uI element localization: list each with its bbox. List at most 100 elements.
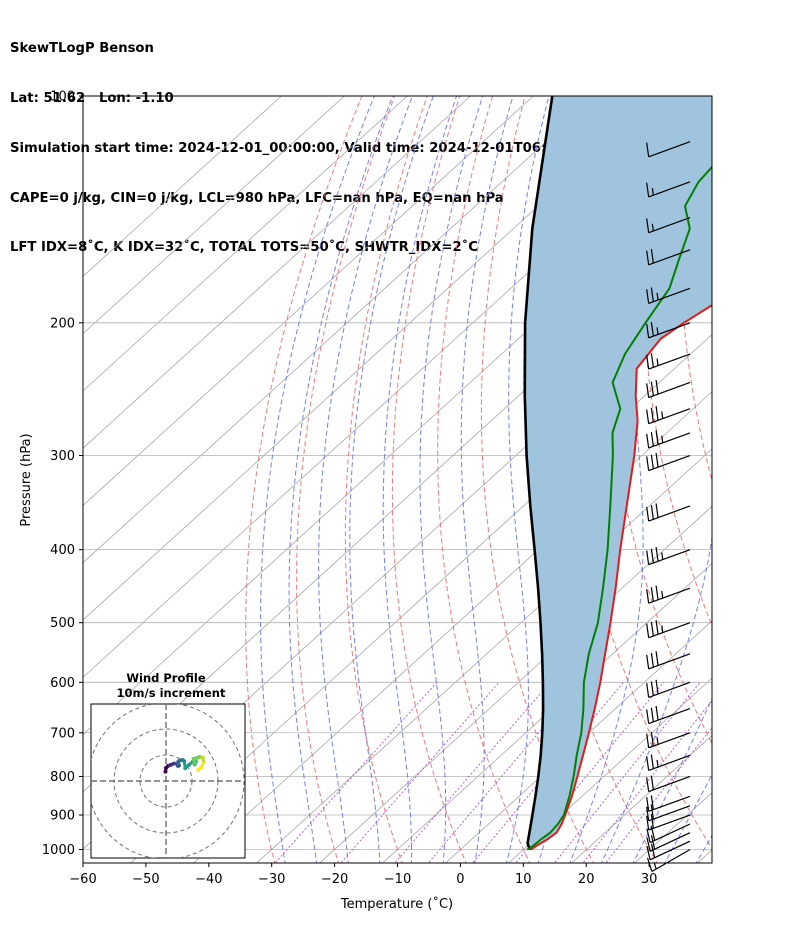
mixing-ratio-line (515, 681, 665, 863)
wind-barb (646, 804, 691, 822)
wind-barb (646, 547, 691, 566)
moist-adiabat (349, 96, 434, 863)
isotherm-line (256, 448, 712, 863)
mixing-ratio-line (553, 681, 701, 863)
hodograph-subtitle: 10m/s increment (117, 686, 226, 700)
x-tick-label: 10 (515, 872, 532, 887)
x-tick-label: −30 (258, 872, 285, 887)
cin-cape-shading (524, 96, 712, 850)
isotherm-line (83, 96, 597, 564)
wind-barb (646, 248, 691, 266)
x-tick-label: −10 (384, 872, 411, 887)
moist-adiabat (288, 96, 394, 863)
x-tick-label: 20 (578, 872, 595, 887)
parcel-profile-line (523, 96, 554, 851)
dry-adiabat (245, 96, 363, 863)
wind-barb (646, 814, 691, 831)
wind-barb (646, 731, 691, 749)
x-tick-label: −50 (132, 872, 159, 887)
wind-barb (646, 620, 691, 639)
moist-adiabat (318, 96, 413, 863)
dry-adiabat (716, 96, 794, 866)
dry-adiabat (296, 96, 396, 863)
x-axis-label: Temperature (˚C) (340, 896, 453, 912)
moist-adiabat (632, 697, 712, 863)
y-tick-label: 700 (50, 726, 75, 741)
hodograph-inset: Wind Profile 10m/s increment (90, 671, 246, 859)
moist-adiabat (664, 773, 712, 863)
hodograph-point (196, 767, 201, 772)
isotherm-line (319, 505, 712, 863)
wind-barb (646, 775, 691, 793)
x-axis-ticks: −60 −50 −40 −30 −20 −10 0 10 20 30 (69, 863, 657, 887)
dewpoint-line (526, 165, 712, 851)
wind-barb (646, 795, 691, 812)
wind-barb (646, 353, 691, 370)
wind-barb (646, 679, 691, 698)
hodograph-rings (91, 704, 245, 858)
isotherm-line (83, 96, 282, 277)
wind-barb (646, 321, 691, 339)
mixing-ratio-line (605, 726, 712, 863)
profiles (523, 96, 712, 851)
x-tick-label: 30 (641, 872, 658, 887)
y-tick-label: 600 (50, 676, 75, 691)
dry-adiabat (642, 96, 712, 627)
wind-barb (646, 379, 691, 399)
isotherm-line (382, 563, 712, 863)
wind-barb (646, 217, 691, 234)
dry-adiabat (437, 96, 531, 863)
isotherm-line (83, 96, 471, 449)
y-tick-label: 800 (50, 770, 75, 785)
temperature-line (530, 303, 712, 851)
moist-adiabat (569, 96, 648, 863)
wind-barb (646, 651, 691, 670)
mixing-ratio-line (340, 681, 500, 863)
y-tick-label: 500 (50, 616, 75, 631)
title-indices-1: CAPE=0 j/kg, CIN=0 j/kg, LCL=980 hPa, LF… (10, 190, 504, 206)
mixing-ratio-line (274, 681, 438, 863)
isotherm-line (83, 96, 408, 392)
dry-adiabat (751, 96, 794, 866)
y-tick-label: 200 (50, 316, 75, 331)
wind-barb (646, 503, 691, 522)
y-tick-label: 400 (50, 543, 75, 558)
y-axis-ticks: 100 200 300 400 500 600 700 800 900 1000 (42, 90, 83, 858)
y-tick-label: 300 (50, 449, 75, 464)
title-station: SkewTLogP Benson (10, 41, 154, 57)
wind-barb (646, 848, 691, 873)
dry-adiabat (480, 96, 595, 863)
wind-barbs (646, 141, 691, 873)
y-tick-label: 900 (50, 809, 75, 824)
wind-barb (646, 840, 691, 861)
dry-adiabat (344, 96, 428, 863)
isotherm-line (758, 96, 794, 866)
wind-barb (646, 430, 691, 449)
figure-header: SkewTLogP Benson Lat: 51.62 Lon: -1.10 S… (10, 8, 612, 274)
wind-barb (646, 585, 691, 604)
moist-adiabat (419, 96, 484, 863)
wind-barb (646, 287, 691, 304)
moist-adiabat (726, 96, 794, 866)
wind-barb (646, 181, 691, 198)
hodograph-title: Wind Profile (126, 671, 206, 685)
y-tick-label: 1000 (42, 843, 75, 858)
title-indices-2: LFT IDX=8˚C, K IDX=32˚C, TOTAL TOTS=50˚C… (10, 240, 478, 256)
x-tick-label: −40 (195, 872, 222, 887)
wind-barb (646, 832, 691, 852)
wind-barb (646, 406, 691, 425)
isotherm-line (83, 96, 660, 621)
dry-adiabat (679, 96, 712, 483)
title-latlon: Lat: 51.62 Lon: -1.10 (10, 90, 174, 106)
wind-barb (646, 705, 691, 725)
isotherm-line (83, 96, 345, 335)
dry-adiabat (786, 96, 794, 866)
x-tick-label: −20 (321, 872, 348, 887)
isotherm-line (83, 96, 534, 506)
y-tick-label: 100 (50, 90, 75, 105)
mixing-ratio-line (582, 699, 712, 863)
hodograph-trace (163, 754, 206, 774)
dry-adiabat (391, 96, 467, 863)
moist-adiabat (460, 96, 514, 863)
wind-barb (646, 452, 691, 472)
